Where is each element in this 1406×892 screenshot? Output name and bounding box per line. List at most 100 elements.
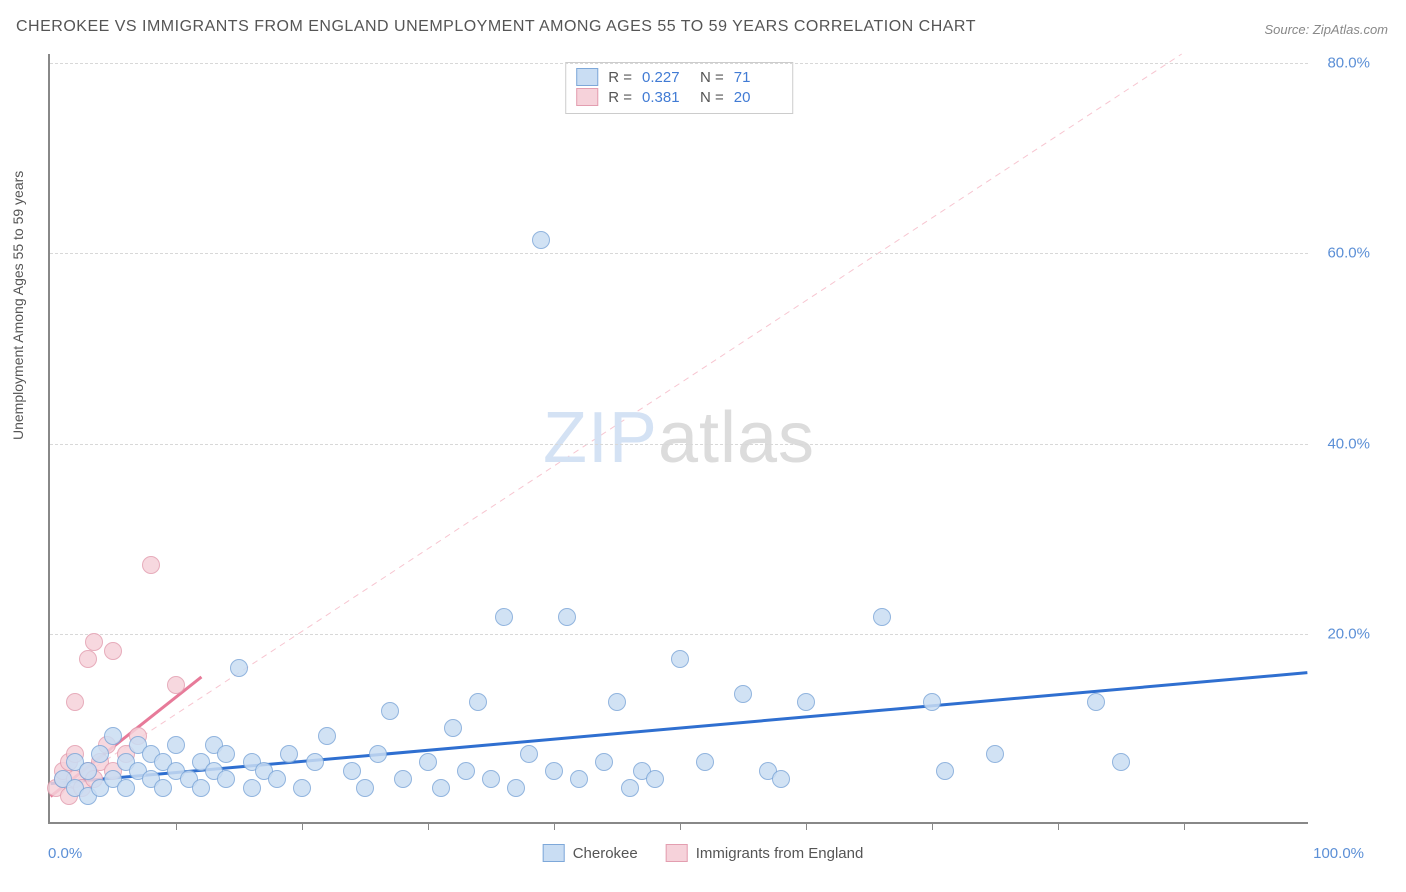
y-tick-label: 80.0% xyxy=(1327,55,1370,72)
data-point xyxy=(230,659,248,677)
data-point xyxy=(280,745,298,763)
data-point xyxy=(394,770,412,788)
legend-item-1: Cherokee xyxy=(543,844,638,862)
data-point xyxy=(217,770,235,788)
data-point xyxy=(696,753,714,771)
data-point xyxy=(192,779,210,797)
trend-lines-svg xyxy=(50,54,1308,822)
x-tick xyxy=(932,822,933,830)
data-point xyxy=(621,779,639,797)
data-point xyxy=(217,745,235,763)
data-point xyxy=(1112,753,1130,771)
data-point xyxy=(608,693,626,711)
n-label-1: N = xyxy=(700,69,724,86)
gridline xyxy=(50,253,1308,254)
data-point xyxy=(66,693,84,711)
data-point xyxy=(772,770,790,788)
data-point xyxy=(1087,693,1105,711)
data-point xyxy=(986,745,1004,763)
data-point xyxy=(117,779,135,797)
gridline xyxy=(50,63,1308,64)
data-point xyxy=(671,650,689,668)
data-point xyxy=(873,608,891,626)
data-point xyxy=(469,693,487,711)
data-point xyxy=(495,608,513,626)
x-tick xyxy=(302,822,303,830)
data-point xyxy=(923,693,941,711)
y-tick-label: 20.0% xyxy=(1327,626,1370,643)
data-point xyxy=(104,727,122,745)
legend-swatch-1 xyxy=(543,844,565,862)
stats-row-1: R = 0.227 N = 71 xyxy=(576,67,782,87)
x-tick xyxy=(428,822,429,830)
data-point xyxy=(734,685,752,703)
x-max-label: 100.0% xyxy=(1313,845,1364,862)
r-value-2: 0.381 xyxy=(642,89,690,106)
data-point xyxy=(570,770,588,788)
data-point xyxy=(444,719,462,737)
stats-row-2: R = 0.381 N = 20 xyxy=(576,87,782,107)
data-point xyxy=(104,642,122,660)
x-tick xyxy=(1184,822,1185,830)
trend-line xyxy=(51,54,1182,796)
data-point xyxy=(318,727,336,745)
x-tick xyxy=(554,822,555,830)
plot-area: ZIPatlas R = 0.227 N = 71 R = 0.381 N = … xyxy=(48,54,1308,824)
x-tick xyxy=(1058,822,1059,830)
data-point xyxy=(381,702,399,720)
data-point xyxy=(482,770,500,788)
x-tick xyxy=(176,822,177,830)
data-point xyxy=(507,779,525,797)
legend-label-1: Cherokee xyxy=(573,845,638,862)
data-point xyxy=(142,556,160,574)
legend-item-2: Immigrants from England xyxy=(666,844,864,862)
n-value-1: 71 xyxy=(734,69,782,86)
data-point xyxy=(343,762,361,780)
data-point xyxy=(243,779,261,797)
r-label-2: R = xyxy=(608,89,632,106)
n-value-2: 20 xyxy=(734,89,782,106)
data-point xyxy=(268,770,286,788)
data-point xyxy=(356,779,374,797)
data-point xyxy=(457,762,475,780)
data-point xyxy=(79,762,97,780)
data-point xyxy=(432,779,450,797)
data-point xyxy=(595,753,613,771)
y-tick-label: 60.0% xyxy=(1327,245,1370,262)
data-point xyxy=(79,650,97,668)
gridline xyxy=(50,634,1308,635)
chart-title: CHEROKEE VS IMMIGRANTS FROM ENGLAND UNEM… xyxy=(16,18,976,36)
data-point xyxy=(154,779,172,797)
bottom-legend: Cherokee Immigrants from England xyxy=(543,844,864,862)
data-point xyxy=(85,633,103,651)
legend-swatch-2 xyxy=(666,844,688,862)
n-label-2: N = xyxy=(700,89,724,106)
data-point xyxy=(545,762,563,780)
data-point xyxy=(293,779,311,797)
data-point xyxy=(646,770,664,788)
data-point xyxy=(419,753,437,771)
r-value-1: 0.227 xyxy=(642,69,690,86)
data-point xyxy=(532,231,550,249)
data-point xyxy=(936,762,954,780)
swatch-series1 xyxy=(576,68,598,86)
source-attribution: Source: ZipAtlas.com xyxy=(1264,22,1388,37)
r-label-1: R = xyxy=(608,69,632,86)
stats-legend-box: R = 0.227 N = 71 R = 0.381 N = 20 xyxy=(565,62,793,114)
y-tick-label: 40.0% xyxy=(1327,436,1370,453)
data-point xyxy=(558,608,576,626)
swatch-series2 xyxy=(576,88,598,106)
data-point xyxy=(167,676,185,694)
data-point xyxy=(520,745,538,763)
data-point xyxy=(306,753,324,771)
data-point xyxy=(369,745,387,763)
data-point xyxy=(797,693,815,711)
legend-label-2: Immigrants from England xyxy=(696,845,864,862)
y-axis-label: Unemployment Among Ages 55 to 59 years xyxy=(10,171,26,440)
data-point xyxy=(167,736,185,754)
data-point xyxy=(91,745,109,763)
x-tick xyxy=(680,822,681,830)
x-tick xyxy=(806,822,807,830)
x-min-label: 0.0% xyxy=(48,845,82,862)
gridline xyxy=(50,444,1308,445)
